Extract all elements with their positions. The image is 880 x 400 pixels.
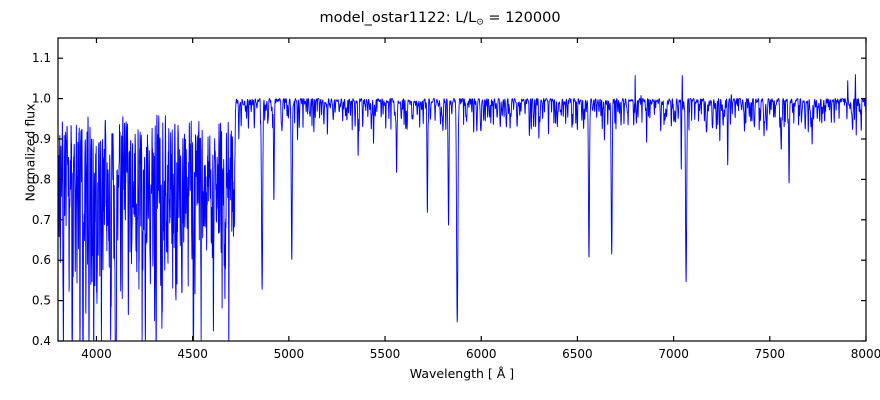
tick-labels: 4000 4500 5000 5500 6000 6500 7000 7500 8000 0.4 0… bbox=[32, 51, 880, 361]
title-separator: : bbox=[445, 10, 456, 26]
x-tick-label: 8000 bbox=[851, 347, 880, 361]
y-tick-label: 1.0 bbox=[32, 92, 51, 106]
x-tick-label: 4000 bbox=[81, 347, 112, 361]
y-tick-label: 0.9 bbox=[32, 132, 51, 146]
x-tick-label: 5000 bbox=[274, 347, 305, 361]
x-tick-label: 5500 bbox=[370, 347, 401, 361]
plot-frame bbox=[57, 37, 867, 342]
y-axis-label: Normalized flux bbox=[22, 103, 38, 202]
x-tick-label: 4500 bbox=[177, 347, 208, 361]
title-model-name: model_ostar1122 bbox=[319, 10, 446, 26]
axis-ticks bbox=[58, 38, 867, 342]
title-quantity-prefix: L/L bbox=[455, 10, 477, 26]
y-tick-label: 1.1 bbox=[32, 51, 51, 65]
x-tick-label: 6500 bbox=[562, 347, 593, 361]
title-sun-subscript: ⊙ bbox=[476, 17, 484, 28]
title-value: 120000 bbox=[505, 10, 561, 26]
x-axis-label: Wavelength [ Å ] bbox=[409, 366, 515, 381]
y-tick-label: 0.4 bbox=[32, 334, 51, 348]
chart-title: model_ostar1122: L/L⊙ = 120000 bbox=[0, 10, 880, 28]
x-tick-label: 7500 bbox=[755, 347, 786, 361]
x-tick-label: 7000 bbox=[658, 347, 689, 361]
spectrum-line bbox=[58, 74, 866, 341]
spectrum-polyline bbox=[58, 74, 866, 341]
x-tick-label: 6000 bbox=[466, 347, 497, 361]
y-tick-label: 0.8 bbox=[32, 172, 51, 186]
y-tick-label: 0.7 bbox=[32, 213, 51, 227]
y-tick-label: 0.5 bbox=[32, 294, 51, 308]
y-tick-label: 0.6 bbox=[32, 253, 51, 267]
title-equals: = bbox=[483, 10, 506, 26]
